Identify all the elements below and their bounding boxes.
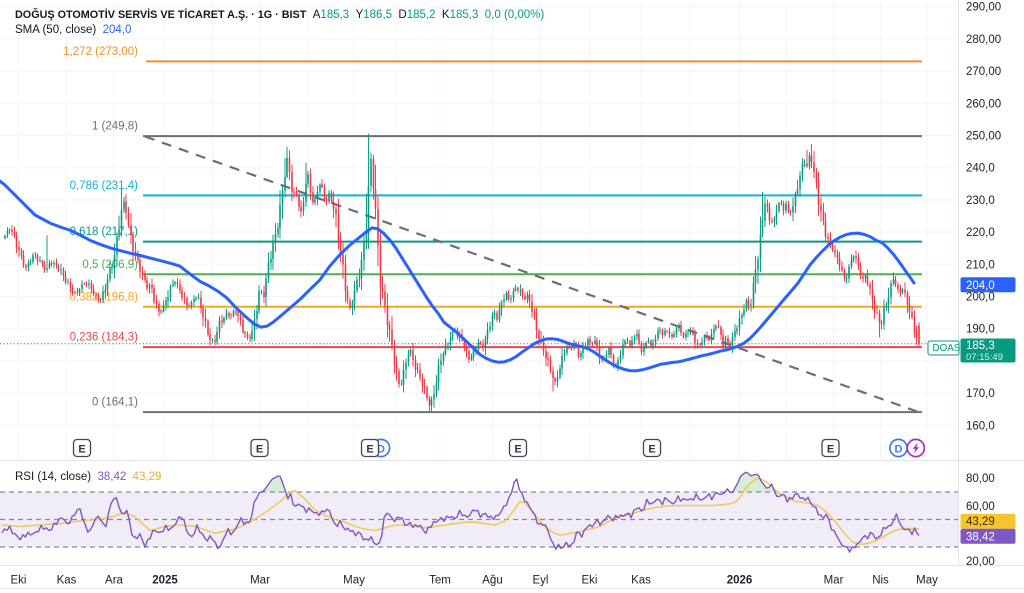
svg-text:DOAS: DOAS — [933, 343, 961, 354]
svg-text:0 (164,1): 0 (164,1) — [92, 397, 138, 409]
svg-text:D: D — [895, 443, 903, 455]
svg-text:1 (249,8): 1 (249,8) — [92, 121, 138, 133]
svg-text:Mar: Mar — [824, 575, 844, 587]
svg-text:Mar: Mar — [250, 575, 270, 587]
svg-text:D: D — [377, 443, 385, 455]
svg-text:60,00: 60,00 — [966, 501, 995, 513]
svg-text:0,786 (231,4): 0,786 (231,4) — [70, 180, 139, 192]
svg-text:20,00: 20,00 — [966, 556, 995, 568]
svg-text:DOĞUŞ OTOMOTİV SERVİS VE TİCAR: DOĞUŞ OTOMOTİV SERVİS VE TİCARET A.Ş. · … — [15, 8, 544, 21]
svg-text:Ağu: Ağu — [482, 575, 502, 587]
svg-text:E: E — [514, 444, 521, 456]
svg-text:240,0: 240,0 — [966, 163, 995, 175]
svg-text:190,0: 190,0 — [966, 324, 995, 336]
svg-text:E: E — [827, 444, 834, 456]
svg-text:38,42: 38,42 — [966, 531, 995, 543]
svg-text:230,0: 230,0 — [966, 195, 995, 207]
svg-text:0,236 (184,3): 0,236 (184,3) — [70, 332, 139, 344]
svg-text:E: E — [78, 444, 85, 456]
svg-text:170,0: 170,0 — [966, 388, 995, 400]
svg-text:200,0: 200,0 — [966, 292, 995, 304]
svg-text:E: E — [648, 444, 655, 456]
svg-text:185,3: 185,3 — [966, 340, 995, 352]
svg-text:0,382 (196,8): 0,382 (196,8) — [70, 291, 139, 303]
svg-text:Tem: Tem — [429, 575, 451, 587]
svg-text:204,0: 204,0 — [966, 280, 995, 292]
svg-text:Kas: Kas — [631, 575, 651, 587]
svg-text:Kas: Kas — [57, 575, 77, 587]
svg-text:260,00: 260,00 — [966, 98, 1001, 110]
svg-text:2025: 2025 — [152, 575, 178, 587]
svg-text:290,00: 290,00 — [966, 2, 1001, 14]
svg-text:May: May — [916, 575, 938, 587]
svg-text:RSI (14, close) 38,42 43,29: RSI (14, close) 38,42 43,29 — [15, 471, 161, 483]
svg-text:2026: 2026 — [727, 575, 753, 587]
svg-text:270,00: 270,00 — [966, 66, 1001, 78]
svg-text:May: May — [343, 575, 365, 587]
svg-text:E: E — [366, 444, 373, 456]
svg-text:Ara: Ara — [105, 575, 124, 587]
svg-text:210,0: 210,0 — [966, 259, 995, 271]
svg-text:43,29: 43,29 — [966, 516, 995, 528]
svg-text:07:15:49: 07:15:49 — [966, 352, 1003, 363]
svg-text:280,00: 280,00 — [966, 34, 1001, 46]
svg-text:160,0: 160,0 — [966, 420, 995, 432]
svg-text:SMA (50, close) 204,0: SMA (50, close) 204,0 — [15, 24, 131, 36]
svg-text:250,00: 250,00 — [966, 131, 1001, 143]
svg-text:1,272 (273,00): 1,272 (273,00) — [63, 46, 138, 58]
svg-text:Nis: Nis — [872, 575, 889, 587]
svg-text:Eyl: Eyl — [533, 575, 549, 587]
svg-text:Eki: Eki — [11, 575, 27, 587]
svg-text:220,0: 220,0 — [966, 227, 995, 239]
svg-text:Eki: Eki — [582, 575, 598, 587]
svg-text:E: E — [256, 444, 263, 456]
svg-text:80,00: 80,00 — [966, 473, 995, 485]
